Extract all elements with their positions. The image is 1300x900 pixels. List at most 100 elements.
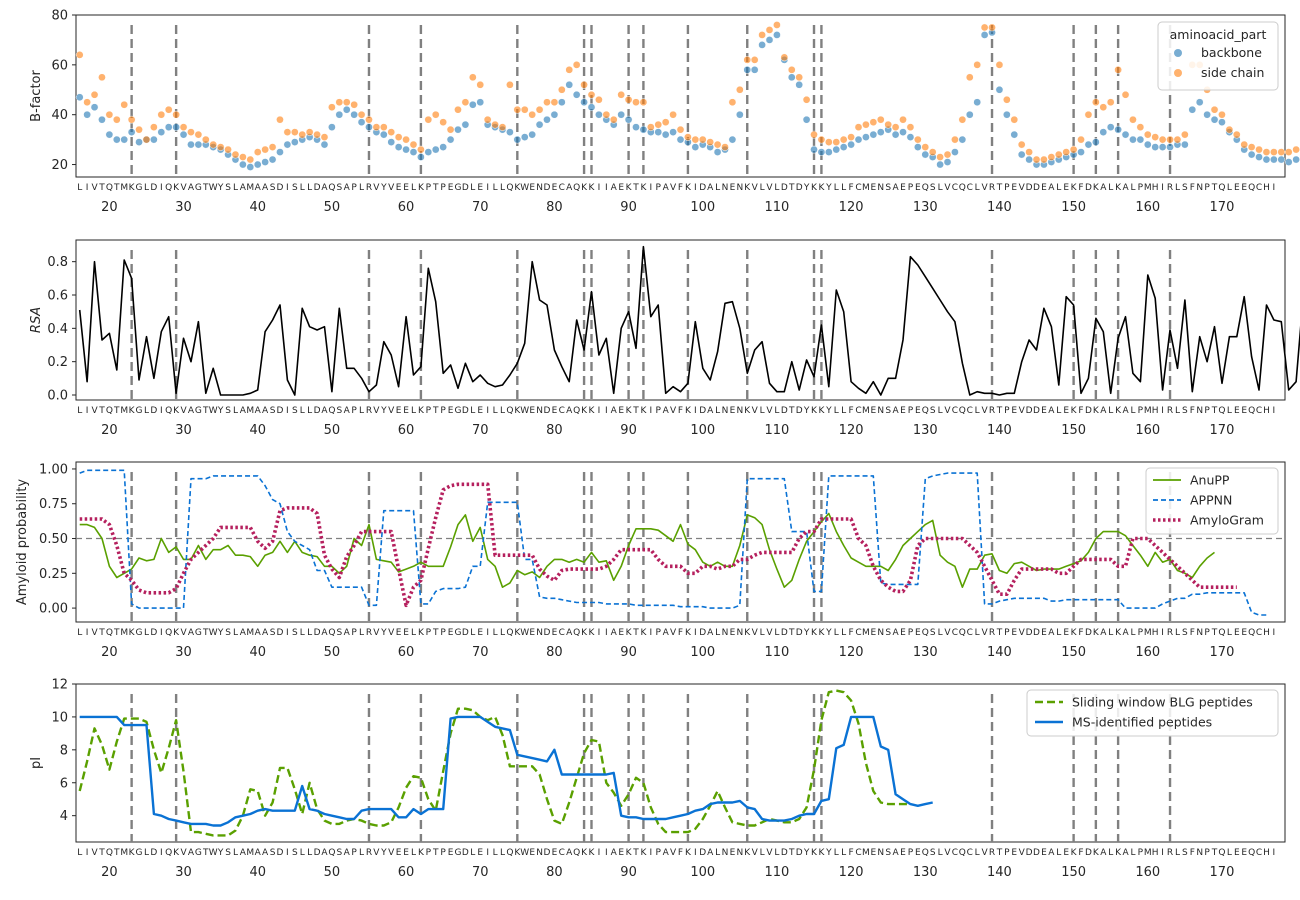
residue-label: I bbox=[1273, 183, 1276, 193]
residue-label: V bbox=[752, 183, 759, 193]
residue-label: T bbox=[996, 406, 1003, 416]
point-side-chain bbox=[298, 130, 307, 139]
residue-label: Q bbox=[506, 406, 513, 416]
residue-label: Y bbox=[825, 628, 832, 638]
residue-label: N bbox=[736, 848, 743, 858]
point-backbone bbox=[921, 150, 930, 159]
residue-label: W bbox=[209, 183, 218, 193]
residue-label: K bbox=[418, 406, 425, 416]
residue-label: Y bbox=[803, 406, 810, 416]
residue-label: V bbox=[373, 183, 380, 193]
residue-label: K bbox=[818, 406, 825, 416]
residue-label: A bbox=[321, 406, 328, 416]
residue-label: K bbox=[626, 848, 633, 858]
residue-label: A bbox=[255, 183, 262, 193]
residue-label: E bbox=[1241, 406, 1247, 416]
residue-label: K bbox=[811, 406, 818, 416]
axes-frame bbox=[75, 461, 1286, 623]
x-tick-label: 20 bbox=[101, 200, 118, 215]
residue-label: P bbox=[908, 406, 914, 416]
point-side-chain bbox=[179, 123, 188, 132]
residue-label: S bbox=[336, 628, 342, 638]
residue-label: S bbox=[1182, 848, 1188, 858]
point-backbone bbox=[179, 130, 188, 139]
point-side-chain bbox=[862, 120, 870, 129]
point-backbone bbox=[194, 140, 203, 149]
residue-label: F bbox=[1190, 628, 1195, 638]
point-backbone bbox=[817, 148, 826, 156]
residue-label: V bbox=[752, 628, 759, 638]
x-tick-label: 70 bbox=[472, 645, 489, 660]
residue-label: F bbox=[1190, 406, 1195, 416]
point-side-chain bbox=[646, 123, 655, 132]
residue-label: A bbox=[1048, 848, 1055, 858]
point-backbone bbox=[654, 128, 663, 136]
residue-label: N bbox=[1196, 183, 1203, 193]
residue-label: E bbox=[618, 628, 624, 638]
residue-label: L bbox=[1175, 628, 1180, 638]
residue-label: P bbox=[656, 406, 662, 416]
residue-label: I bbox=[86, 183, 89, 193]
point-side-chain bbox=[624, 95, 633, 104]
point-side-chain bbox=[439, 118, 448, 127]
residue-label: V bbox=[373, 848, 380, 858]
point-side-chain bbox=[483, 115, 492, 124]
point-side-chain bbox=[239, 153, 247, 161]
residue-label: A bbox=[707, 406, 714, 416]
y-tick-label: 0.75 bbox=[39, 497, 68, 512]
axes-frame bbox=[75, 14, 1286, 178]
residue-label: I bbox=[650, 628, 653, 638]
residue-label: M bbox=[1144, 848, 1152, 858]
point-side-chain bbox=[980, 23, 989, 32]
residue-label: L bbox=[411, 628, 416, 638]
residue-label: C bbox=[967, 628, 973, 638]
residue-label: P bbox=[908, 628, 914, 638]
residue-label: F bbox=[1078, 406, 1083, 416]
residue-label: P bbox=[440, 848, 446, 858]
point-side-chain bbox=[209, 140, 218, 149]
residue-label: E bbox=[618, 183, 624, 193]
series-line-sliding-window-blg-peptides bbox=[78, 689, 911, 837]
residue-label: K bbox=[1115, 628, 1122, 638]
residue-label: L bbox=[774, 848, 779, 858]
residue-label: P bbox=[1004, 406, 1010, 416]
residue-label: H bbox=[1263, 183, 1270, 193]
point-backbone bbox=[172, 123, 180, 132]
residue-label: I bbox=[486, 628, 489, 638]
residue-label: L bbox=[1227, 628, 1232, 638]
point-side-chain bbox=[1173, 135, 1182, 144]
point-backbone bbox=[357, 118, 366, 127]
point-backbone bbox=[958, 135, 967, 144]
residue-label: M bbox=[246, 406, 254, 416]
point-side-chain bbox=[543, 98, 551, 107]
point-backbone bbox=[476, 98, 485, 107]
residue-label: P bbox=[1138, 406, 1144, 416]
residue-label: G bbox=[454, 628, 461, 638]
residue-label: P bbox=[426, 406, 432, 416]
point-backbone bbox=[899, 128, 907, 136]
residue-label: P bbox=[1204, 183, 1210, 193]
residue-label: E bbox=[1234, 406, 1240, 416]
residue-label: A bbox=[663, 183, 670, 193]
residue-label: L bbox=[774, 183, 779, 193]
residue-label: T bbox=[113, 848, 120, 858]
residue-label: V bbox=[766, 848, 773, 858]
point-backbone bbox=[869, 130, 878, 139]
point-side-chain bbox=[735, 85, 744, 94]
residue-label: D bbox=[314, 628, 321, 638]
residue-label: D bbox=[277, 848, 284, 858]
residue-label: L bbox=[774, 628, 779, 638]
residue-label: E bbox=[871, 406, 877, 416]
residue-label: E bbox=[915, 628, 921, 638]
residue-label: K bbox=[811, 628, 818, 638]
residue-label: A bbox=[344, 848, 351, 858]
point-side-chain bbox=[342, 98, 351, 107]
point-backbone bbox=[980, 31, 989, 39]
residue-label: Q bbox=[506, 183, 513, 193]
residue-label: A bbox=[1122, 406, 1129, 416]
residue-label: W bbox=[209, 628, 218, 638]
point-backbone bbox=[936, 160, 944, 169]
point-backbone bbox=[595, 110, 603, 119]
point-side-chain bbox=[1069, 145, 1078, 154]
residue-label: A bbox=[321, 848, 328, 858]
